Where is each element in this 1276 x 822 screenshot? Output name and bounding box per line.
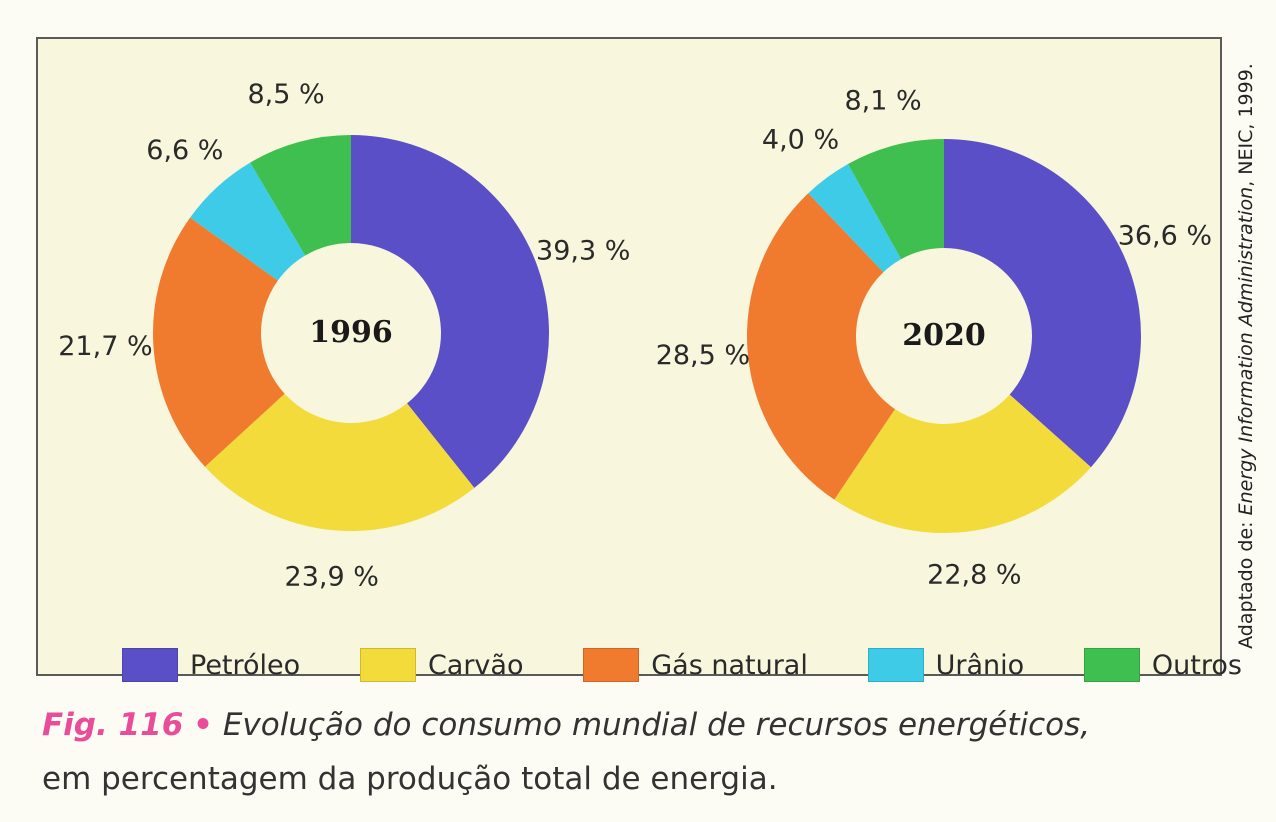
legend-label-carvao: Carvão	[427, 649, 524, 681]
caption-text-line-2: em percentagem da produção total de ener…	[42, 761, 778, 797]
source-prefix: Adaptado de:	[1235, 515, 1257, 649]
slice-2020-outros	[848, 139, 944, 260]
value-label-1996-carvao: 23,9 %	[285, 562, 379, 593]
slice-1996-outros	[250, 135, 351, 256]
value-label-2020-petroleo: 36,6 %	[1118, 221, 1212, 252]
center-label-2020: 2020	[902, 318, 986, 353]
slice-2020-petroleo	[944, 139, 1141, 468]
value-label-1996-gas-natural: 21,7 %	[58, 331, 152, 362]
legend-item-uranio: Urânio	[867, 648, 1025, 682]
legend-label-outros: Outros	[1151, 649, 1242, 681]
slice-2020-gas-natural	[747, 193, 895, 500]
caption-bullet: •	[193, 707, 213, 743]
value-label-2020-outros: 8,1 %	[844, 85, 921, 116]
value-label-2020-uranio: 4,0 %	[762, 125, 839, 156]
source-name: Energy Information Administration	[1235, 186, 1257, 516]
source-text: Adaptado de: Energy Information Administ…	[1235, 63, 1257, 649]
slice-1996-gas-natural	[152, 217, 285, 467]
legend-item-petroleo: Petróleo	[122, 648, 300, 682]
legend-swatch-outros	[1083, 648, 1140, 682]
value-label-2020-gas-natural: 28,5 %	[656, 340, 750, 371]
caption-text-line-1: Evolução do consumo mundial de recursos …	[222, 707, 1091, 743]
source-note: Adaptado de: Energy Information Administ…	[1226, 36, 1266, 676]
slice-1996-carvao	[204, 393, 475, 531]
slice-1996-petroleo	[351, 135, 549, 488]
chart-frame: 39,3 % 23,9 % 21,7 % 6,6 % 8,5 % 1996 36,6 % 22…	[36, 37, 1242, 682]
legend-swatch-uranio	[867, 648, 924, 682]
source-suffix: , NEIC, 1999.	[1235, 63, 1257, 187]
legend-swatch-petroleo	[122, 648, 178, 682]
legend-label-uranio: Urânio	[935, 649, 1025, 681]
center-label-1996: 1996	[309, 315, 393, 350]
legend-label-gas-natural: Gás natural	[651, 649, 808, 681]
donut-charts: 39,3 % 23,9 % 21,7 % 6,6 % 8,5 % 1996 36,6 % 22…	[58, 79, 1212, 593]
value-label-1996-petroleo: 39,3 %	[536, 235, 630, 266]
slice-2020-uranio	[808, 163, 902, 273]
legend-swatch-gas-natural	[583, 648, 640, 682]
slice-1996-uranio	[190, 162, 306, 281]
value-label-1996-uranio: 6,6 %	[146, 135, 223, 166]
legend-swatch-carvao	[359, 648, 416, 682]
slice-2020-carvao	[834, 394, 1091, 533]
legend-item-outros: Outros	[1083, 648, 1242, 682]
legend-item-gas-natural: Gás natural	[583, 648, 808, 682]
legend: Petróleo Carvão Gás natural Urânio Outro…	[122, 645, 1242, 685]
value-label-2020-carvao: 22,8 %	[927, 560, 1021, 591]
caption-line-1: Fig. 116 • Evolução do consumo mundial d…	[42, 698, 1262, 752]
legend-label-petroleo: Petróleo	[190, 649, 301, 681]
figure-caption: Fig. 116 • Evolução do consumo mundial d…	[42, 698, 1262, 806]
figure-label: Fig. 116	[42, 707, 184, 743]
legend-item-carvao: Carvão	[359, 648, 524, 682]
value-label-1996-outros: 8,5 %	[247, 79, 324, 110]
